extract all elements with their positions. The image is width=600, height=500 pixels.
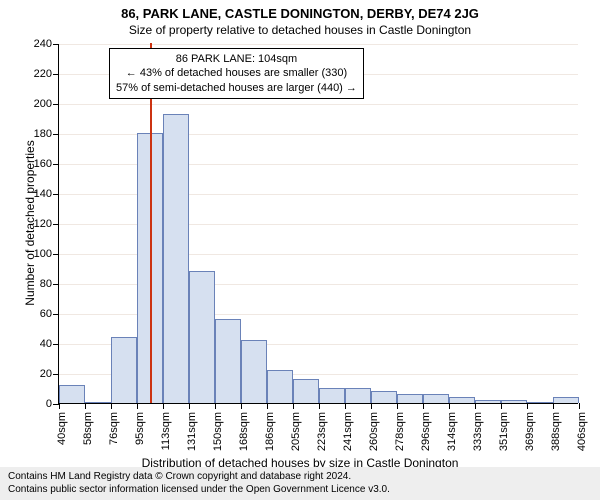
histogram-bar bbox=[397, 394, 423, 403]
x-tick bbox=[527, 403, 528, 409]
x-tick-label: 186sqm bbox=[264, 412, 276, 462]
x-tick bbox=[319, 403, 320, 409]
footer-line-2: Contains public sector information licen… bbox=[8, 484, 592, 497]
histogram-bar bbox=[423, 394, 449, 403]
y-tick bbox=[53, 344, 59, 345]
histogram-bar bbox=[59, 385, 85, 403]
x-tick-label: 113sqm bbox=[160, 412, 172, 462]
x-tick bbox=[475, 403, 476, 409]
y-tick-label: 40 bbox=[12, 338, 52, 350]
x-tick bbox=[449, 403, 450, 409]
info-line-2: ← 43% of detached houses are smaller (33… bbox=[116, 66, 357, 80]
x-tick-label: 40sqm bbox=[56, 412, 68, 462]
x-tick bbox=[137, 403, 138, 409]
x-tick-label: 260sqm bbox=[368, 412, 380, 462]
info-line-3: 57% of semi-detached houses are larger (… bbox=[116, 81, 357, 95]
x-tick-label: 168sqm bbox=[238, 412, 250, 462]
x-tick bbox=[59, 403, 60, 409]
histogram-bar bbox=[189, 271, 215, 403]
histogram-bar bbox=[345, 388, 371, 403]
y-tick-label: 0 bbox=[12, 398, 52, 410]
histogram-bar bbox=[215, 319, 241, 403]
info-box: 86 PARK LANE: 104sqm ← 43% of detached h… bbox=[109, 48, 364, 99]
plot-area: 86 PARK LANE: 104sqm ← 43% of detached h… bbox=[58, 44, 578, 404]
x-tick bbox=[215, 403, 216, 409]
x-tick-label: 95sqm bbox=[134, 412, 146, 462]
histogram-bar bbox=[241, 340, 267, 403]
y-tick-label: 160 bbox=[12, 158, 52, 170]
y-tick bbox=[53, 194, 59, 195]
y-tick-label: 80 bbox=[12, 278, 52, 290]
x-tick bbox=[293, 403, 294, 409]
x-tick bbox=[397, 403, 398, 409]
histogram-bar bbox=[527, 402, 553, 403]
y-tick bbox=[53, 134, 59, 135]
x-tick bbox=[501, 403, 502, 409]
histogram-bar bbox=[371, 391, 397, 403]
x-tick-label: 278sqm bbox=[394, 412, 406, 462]
y-tick-label: 200 bbox=[12, 98, 52, 110]
x-tick bbox=[345, 403, 346, 409]
x-tick bbox=[267, 403, 268, 409]
y-tick bbox=[53, 74, 59, 75]
y-tick-label: 100 bbox=[12, 248, 52, 260]
y-tick-label: 240 bbox=[12, 38, 52, 50]
y-tick-label: 140 bbox=[12, 188, 52, 200]
histogram-bar bbox=[501, 400, 527, 403]
x-tick-label: 131sqm bbox=[186, 412, 198, 462]
x-tick-label: 388sqm bbox=[550, 412, 562, 462]
histogram-bar bbox=[111, 337, 137, 403]
info-line-1: 86 PARK LANE: 104sqm bbox=[116, 52, 357, 66]
histogram-bar bbox=[319, 388, 345, 403]
footer-line-1: Contains HM Land Registry data © Crown c… bbox=[8, 471, 592, 484]
histogram-bar bbox=[449, 397, 475, 403]
x-tick-label: 76sqm bbox=[108, 412, 120, 462]
histogram-bar bbox=[85, 402, 111, 403]
y-tick bbox=[53, 44, 59, 45]
x-tick bbox=[371, 403, 372, 409]
x-tick-label: 223sqm bbox=[316, 412, 328, 462]
grid-line bbox=[59, 104, 578, 105]
x-tick-label: 333sqm bbox=[472, 412, 484, 462]
x-tick bbox=[241, 403, 242, 409]
x-tick-label: 241sqm bbox=[342, 412, 354, 462]
footer: Contains HM Land Registry data © Crown c… bbox=[0, 467, 600, 500]
y-tick-label: 220 bbox=[12, 68, 52, 80]
y-tick bbox=[53, 224, 59, 225]
y-tick bbox=[53, 164, 59, 165]
page-title: 86, PARK LANE, CASTLE DONINGTON, DERBY, … bbox=[0, 0, 600, 21]
x-tick-label: 296sqm bbox=[420, 412, 432, 462]
x-tick-label: 205sqm bbox=[290, 412, 302, 462]
y-tick bbox=[53, 374, 59, 375]
histogram-bar bbox=[267, 370, 293, 403]
page-subtitle: Size of property relative to detached ho… bbox=[0, 21, 600, 37]
x-tick bbox=[189, 403, 190, 409]
x-tick-label: 406sqm bbox=[576, 412, 588, 462]
y-tick-label: 20 bbox=[12, 368, 52, 380]
x-tick-label: 150sqm bbox=[212, 412, 224, 462]
y-tick bbox=[53, 284, 59, 285]
y-tick-label: 60 bbox=[12, 308, 52, 320]
y-tick-label: 120 bbox=[12, 218, 52, 230]
x-tick bbox=[85, 403, 86, 409]
x-tick bbox=[579, 403, 580, 409]
x-tick bbox=[423, 403, 424, 409]
chart-container: 86, PARK LANE, CASTLE DONINGTON, DERBY, … bbox=[0, 0, 600, 500]
x-tick-label: 58sqm bbox=[82, 412, 94, 462]
x-tick-label: 351sqm bbox=[498, 412, 510, 462]
histogram-bar bbox=[475, 400, 501, 403]
histogram-bar bbox=[293, 379, 319, 403]
x-tick bbox=[553, 403, 554, 409]
histogram-bar bbox=[553, 397, 579, 403]
x-tick-label: 369sqm bbox=[524, 412, 536, 462]
x-tick bbox=[111, 403, 112, 409]
y-tick bbox=[53, 104, 59, 105]
histogram-bar bbox=[163, 114, 189, 404]
y-tick bbox=[53, 314, 59, 315]
y-tick-label: 180 bbox=[12, 128, 52, 140]
y-tick bbox=[53, 254, 59, 255]
grid-line bbox=[59, 44, 578, 45]
x-tick bbox=[163, 403, 164, 409]
x-tick-label: 314sqm bbox=[446, 412, 458, 462]
